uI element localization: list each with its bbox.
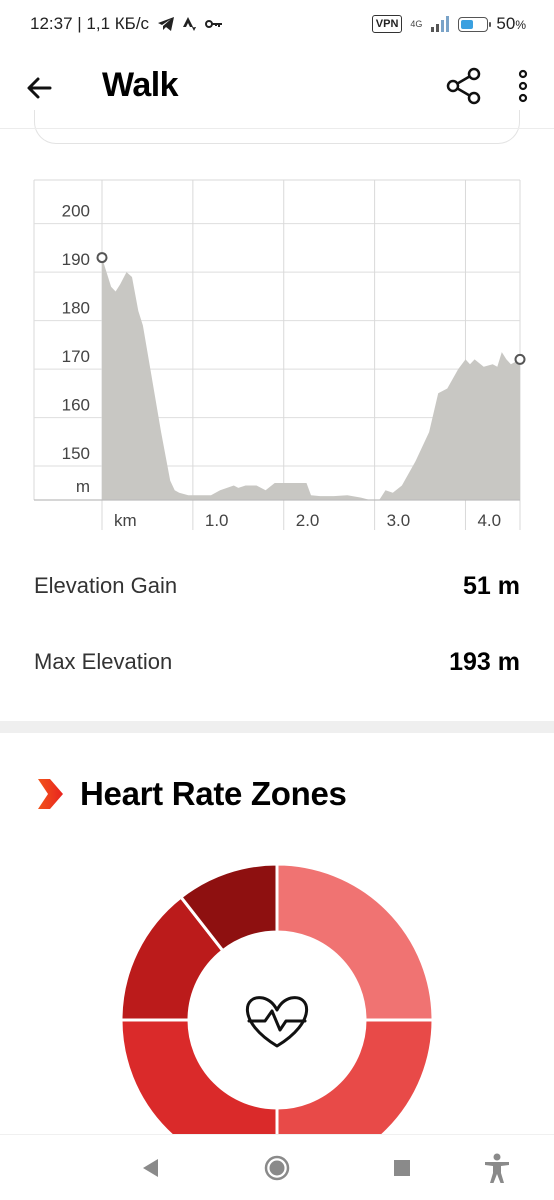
appbar-divider [0,128,554,129]
chevron-marker-icon [38,779,63,809]
y-tick-label: 150 [62,444,90,463]
max-elevation-value: 193 m [449,647,520,676]
app-bar: Walk [0,48,554,128]
status-bar: 12:37 | 1,1 КБ/с VPN 4G 50% [0,0,554,48]
x-axis-unit-label: km [114,511,137,530]
elevation-gain-row: Elevation Gain 51 m [34,566,520,606]
signal-icon [431,16,450,32]
telegram-icon [158,17,175,31]
page-title: Walk [102,66,179,104]
heart-pulse-icon [246,996,308,1048]
x-tick-label: 3.0 [387,511,411,530]
y-axis-unit-label: m [76,477,90,496]
heart-rate-header: Heart Rate Zones [36,770,347,818]
y-tick-label: 160 [62,396,90,415]
heart-rate-zone-segment [119,1018,279,1140]
key-icon [205,20,223,28]
more-vert-icon[interactable] [510,66,536,106]
section-separator [0,721,554,733]
battery-icon [458,16,492,32]
heart-rate-title: Heart Rate Zones [80,775,347,812]
elevation-area [102,257,520,500]
y-tick-label: 190 [62,250,90,269]
nav-recents-icon[interactable] [385,1151,419,1185]
battery-level: 50% [496,14,526,33]
network-type: 4G [410,18,423,29]
end-point-marker [514,353,526,365]
share-icon[interactable] [444,66,484,106]
x-tick-label: 4.0 [477,511,501,530]
elevation-gain-label: Elevation Gain [34,573,178,598]
previous-card-edge [34,110,520,144]
heart-rate-zone-segment [275,862,435,1022]
y-tick-label: 200 [62,202,90,221]
start-point-marker [96,252,108,264]
system-nav-bar [0,1134,554,1200]
nav-home-icon[interactable] [260,1151,294,1185]
max-elevation-row: Max Elevation 193 m [34,642,520,682]
max-elevation-label: Max Elevation [34,649,173,674]
nav-back-icon[interactable] [134,1151,168,1185]
heart-rate-zone-segment [275,1018,435,1140]
y-tick-label: 180 [62,299,90,318]
vpn-badge: VPN [371,15,403,33]
x-tick-label: 2.0 [296,511,320,530]
strava-icon [183,17,197,31]
heart-rate-zone-segment [178,862,279,953]
elevation-gain-value: 51 m [463,571,520,600]
y-tick-label: 170 [62,347,90,366]
back-arrow-icon[interactable] [22,70,58,106]
elevation-chart: 200 190 180 170 160 150 m km 1.0 2.0 3.0 4.0 [33,179,526,530]
heart-rate-donut [119,862,435,1140]
status-bar-left: 12:37 | 1,1 КБ/с [30,14,223,34]
accessibility-icon[interactable] [480,1151,514,1185]
status-bar-right: VPN 4G 50% [371,14,526,34]
x-tick-label: 1.0 [205,511,229,530]
status-time-speed: 12:37 | 1,1 КБ/с [30,14,150,33]
